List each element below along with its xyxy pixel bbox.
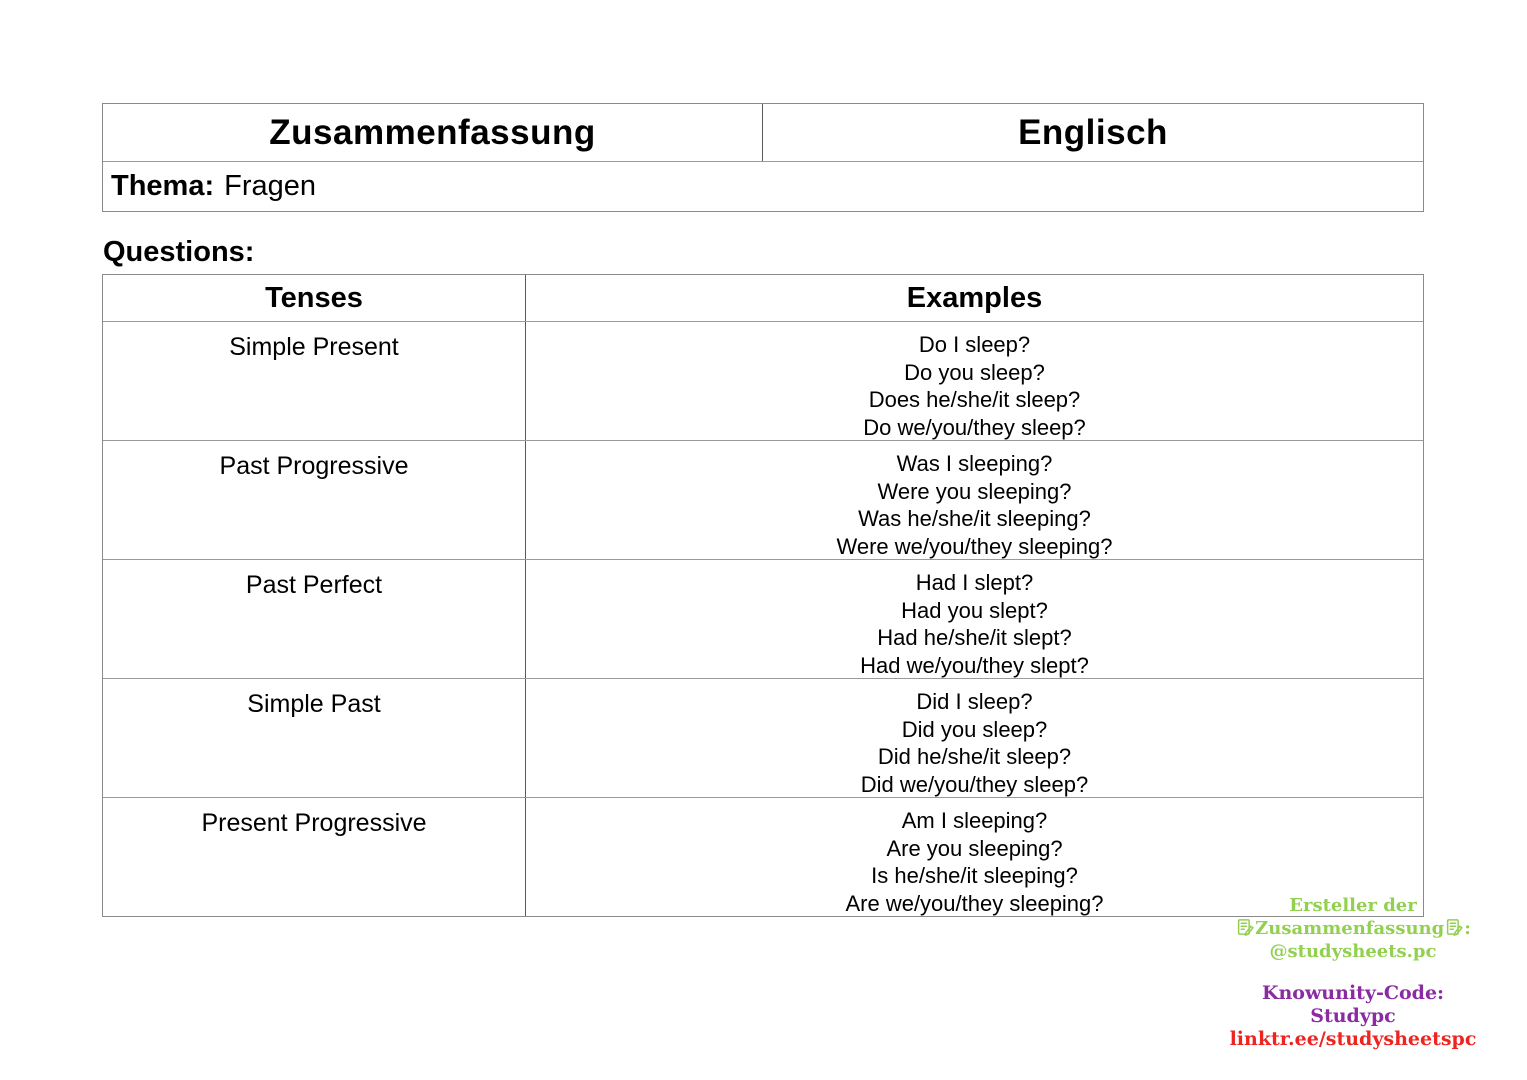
creator-credit: Ersteller der Zusammenfassung : @studysh…	[1203, 894, 1503, 963]
table-row: Simple Present Do I sleep? Do you sleep?…	[103, 321, 1423, 440]
examples-cell: Was I sleeping? Were you sleeping? Was h…	[526, 441, 1423, 559]
creator-line-2-suffix: :	[1464, 918, 1471, 939]
tense-cell: Present Progressive	[103, 798, 526, 916]
thema-value: Fragen	[224, 170, 317, 202]
example-line: Did you sleep?	[901, 716, 1048, 742]
example-line: Are we/you/they sleeping?	[845, 890, 1104, 916]
examples-cell: Had I slept? Had you slept? Had he/she/i…	[526, 560, 1423, 678]
creator-line-1: Ersteller der	[1289, 895, 1417, 916]
examples-cell: Did I sleep? Did you sleep? Did he/she/i…	[526, 679, 1423, 797]
table-row: Present Progressive Am I sleeping? Are y…	[103, 797, 1423, 916]
example-line: Had we/you/they slept?	[860, 652, 1089, 678]
creator-line-2: Zusammenfassung :	[1203, 917, 1503, 940]
credits-block: Ersteller der Zusammenfassung : @studysh…	[1203, 894, 1503, 1051]
example-line: Did we/you/they sleep?	[860, 771, 1089, 797]
linktree-link: linktr.ee/studysheetspc	[1229, 1028, 1477, 1050]
example-line: Was I sleeping?	[896, 451, 1053, 476]
tense-cell: Past Progressive	[103, 441, 526, 559]
example-line: Do you sleep?	[904, 359, 1045, 385]
table-row: Past Perfect Had I slept? Had you slept?…	[103, 559, 1423, 678]
examples-cell: Am I sleeping? Are you sleeping? Is he/s…	[526, 798, 1423, 916]
example-line: Had I slept?	[915, 570, 1034, 595]
header-title-row: Zusammenfassung Englisch	[103, 104, 1423, 162]
examples-cell: Do I sleep? Do you sleep? Does he/she/it…	[526, 322, 1423, 440]
section-heading: Questions:	[103, 236, 255, 268]
example-line: Had he/she/it slept?	[877, 625, 1072, 650]
example-line: Does he/she/it sleep?	[868, 387, 1081, 412]
sheet-title: Zusammenfassung	[103, 104, 763, 161]
tense-cell: Simple Past	[103, 679, 526, 797]
table-row: Past Progressive Was I sleeping? Were yo…	[103, 440, 1423, 559]
example-line: Was he/she/it sleeping?	[858, 506, 1091, 531]
thema-label: Thema:	[111, 170, 215, 202]
header-table: Zusammenfassung Englisch Thema: Fragen	[102, 103, 1424, 212]
knowunity-credit: Knowunity-Code: Studypc	[1203, 982, 1503, 1028]
example-line: Do I sleep?	[918, 332, 1031, 357]
table-header-row: Tenses Examples	[103, 275, 1423, 321]
creator-handle: @studysheets.pc	[1269, 941, 1437, 962]
questions-table: Tenses Examples Simple Present Do I slee…	[102, 274, 1424, 917]
creator-line-2-text: Zusammenfassung	[1255, 918, 1445, 939]
table-row: Simple Past Did I sleep? Did you sleep? …	[103, 678, 1423, 797]
tense-cell: Past Perfect	[103, 560, 526, 678]
example-line: Are you sleeping?	[886, 835, 1063, 861]
knowunity-code: Studypc	[1310, 1005, 1396, 1027]
example-line: Is he/she/it sleeping?	[871, 863, 1078, 888]
memo-icon	[1238, 919, 1255, 937]
thema-row: Thema: Fragen	[103, 162, 1423, 211]
tense-cell: Simple Present	[103, 322, 526, 440]
knowunity-label: Knowunity-Code:	[1261, 982, 1445, 1004]
subject-title: Englisch	[1018, 112, 1168, 152]
example-line: Am I sleeping?	[901, 808, 1048, 833]
example-line: Were you sleeping?	[877, 478, 1072, 504]
example-line: Do we/you/they sleep?	[863, 414, 1086, 440]
example-line: Were we/you/they sleeping?	[836, 533, 1113, 559]
example-line: Had you slept?	[901, 597, 1048, 623]
example-line: Did I sleep?	[916, 689, 1033, 714]
column-header-examples: Examples	[906, 281, 1043, 314]
example-line: Did he/she/it sleep?	[877, 744, 1072, 769]
column-header-tenses: Tenses	[103, 275, 526, 321]
memo-icon	[1447, 919, 1464, 937]
